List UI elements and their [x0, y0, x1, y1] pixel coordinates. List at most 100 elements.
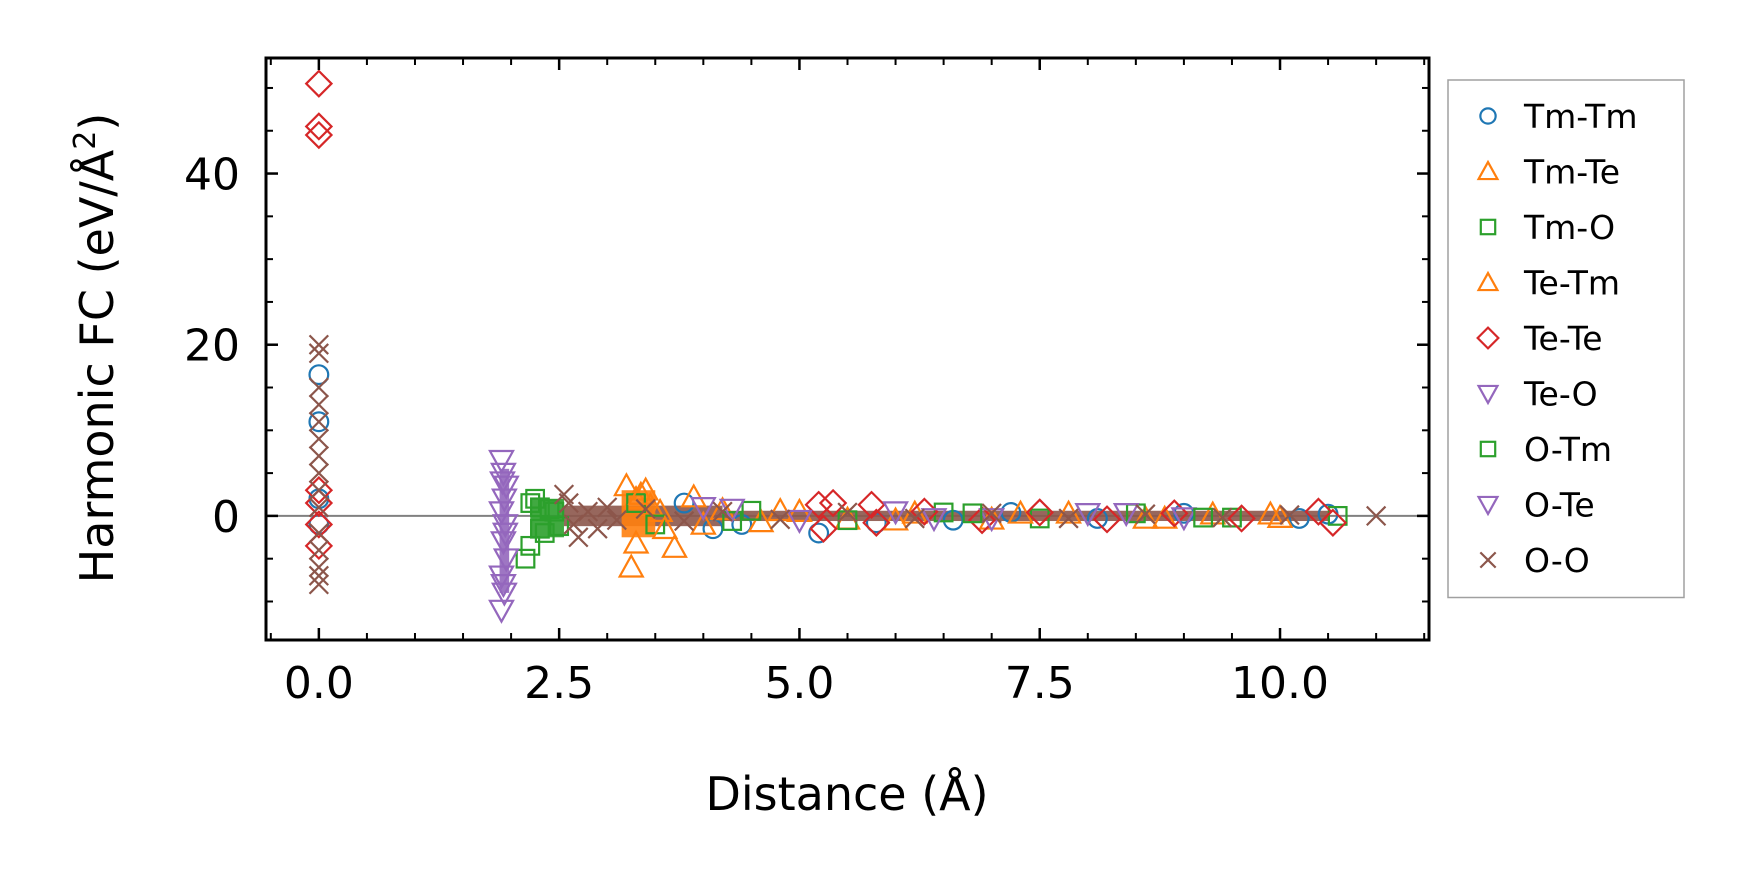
data-point: [1132, 504, 1159, 529]
data-point: [981, 503, 1002, 524]
y-tick-label: 0: [212, 492, 240, 543]
data-point: [568, 527, 589, 548]
data-point: [308, 557, 329, 578]
series-o-te: [489, 471, 1140, 599]
data-point: [910, 497, 939, 526]
legend-label: Te-O: [1523, 375, 1598, 414]
data-point: [489, 462, 517, 487]
series-te-o: [488, 449, 1198, 624]
data-point: [882, 501, 909, 526]
legend-label: Tm-Tm: [1523, 97, 1638, 136]
y-axis-label-main: Harmonic FC (eV/Å: [70, 149, 124, 583]
data-point: [597, 497, 618, 518]
data-point: [490, 582, 518, 607]
data-point: [530, 518, 550, 539]
data-point: [689, 510, 717, 535]
data-point: [1025, 498, 1054, 527]
data-point: [491, 522, 519, 547]
legend-entry-te-te: Te-Te: [1476, 319, 1603, 358]
legend-marker-icon: [1476, 270, 1500, 292]
data-point: [491, 514, 519, 539]
data-point: [606, 510, 627, 531]
data-point: [577, 501, 599, 522]
data-point: [308, 445, 329, 467]
legend-entry-tm-o: Tm-O: [1479, 208, 1615, 247]
data-point: [488, 449, 515, 475]
legend-marker-icon: [1476, 495, 1500, 517]
data-point: [770, 509, 791, 530]
data-point: [304, 510, 334, 539]
data-point: [882, 506, 909, 531]
data-point: [308, 574, 329, 595]
data-point: [304, 69, 334, 98]
legend: Tm-Tm Tm-Te Tm-O Te-Tm Te-Te Te-O O-Tm O-Te O-O: [1447, 79, 1685, 599]
data-point: [1170, 507, 1198, 532]
data-point: [563, 514, 584, 535]
data-point: [1256, 500, 1284, 525]
y-axis-label-superscript: 2: [68, 131, 103, 150]
brown-thin-band: [722, 510, 1329, 522]
data-point: [308, 462, 329, 484]
data-point: [492, 548, 520, 573]
data-point: [534, 523, 555, 543]
data-point: [308, 522, 329, 544]
data-point: [808, 522, 830, 544]
purple-dense-band: [499, 468, 510, 593]
x-tick-label: 0.0: [284, 658, 354, 709]
series-o-o: [308, 334, 1387, 595]
data-point: [308, 394, 329, 415]
data-point: [488, 599, 515, 624]
data-point: [661, 533, 688, 558]
x-axis-label: Distance (Å): [705, 767, 988, 821]
data-point: [1366, 505, 1387, 527]
data-point: [308, 343, 329, 364]
data-point: [635, 498, 656, 520]
data-point: [489, 471, 516, 496]
legend-marker-icon: [1479, 551, 1497, 569]
data-point: [1266, 503, 1294, 528]
series-te-te: [304, 69, 1348, 561]
data-point: [308, 565, 329, 586]
data-point: [617, 553, 645, 578]
data-point: [1227, 504, 1256, 533]
legend-marker-icon: [1476, 326, 1500, 350]
plot-frame: [264, 56, 1431, 642]
data-point: [1112, 502, 1140, 528]
data-point: [308, 488, 330, 510]
legend-marker-icon: [1479, 218, 1497, 236]
data-point: [308, 377, 329, 398]
legend-marker-icon: [1476, 159, 1500, 181]
data-point: [1304, 497, 1333, 526]
data-point: [712, 501, 733, 522]
data-point: [622, 529, 650, 554]
data-point: [308, 497, 329, 518]
data-point: [488, 501, 515, 526]
tick-labels: 0.0 2.5 5.0 7.5 10.0 0 20 40: [184, 150, 1329, 709]
data-point: [549, 516, 570, 537]
data-point: [741, 500, 762, 521]
data-point: [747, 508, 775, 533]
legend-entry-o-te: O-Te: [1476, 486, 1595, 525]
data-point: [308, 428, 329, 449]
legend-label: Tm-O: [1523, 208, 1615, 247]
data-point: [722, 511, 743, 531]
data-point: [1151, 504, 1179, 529]
data-point: [1212, 507, 1233, 528]
data-point: [1074, 502, 1102, 528]
data-point: [1279, 504, 1300, 526]
data-point: [1288, 508, 1310, 529]
plot-area: [266, 69, 1429, 624]
data-point: [862, 508, 891, 537]
data-point: [492, 475, 520, 500]
y-axis-label: Harmonic FC (eV/Å2): [68, 113, 124, 584]
legend-entry-tm-tm: Tm-Tm: [1479, 97, 1638, 136]
x-tick-label: 5.0: [764, 658, 834, 709]
data-point: [308, 540, 329, 561]
data-point: [587, 518, 608, 539]
y-axis-label-close: ): [70, 113, 124, 131]
data-point: [920, 508, 948, 533]
data-point: [1193, 507, 1214, 528]
data-point: [857, 490, 886, 519]
legend-entry-te-tm: Te-Tm: [1476, 264, 1620, 303]
